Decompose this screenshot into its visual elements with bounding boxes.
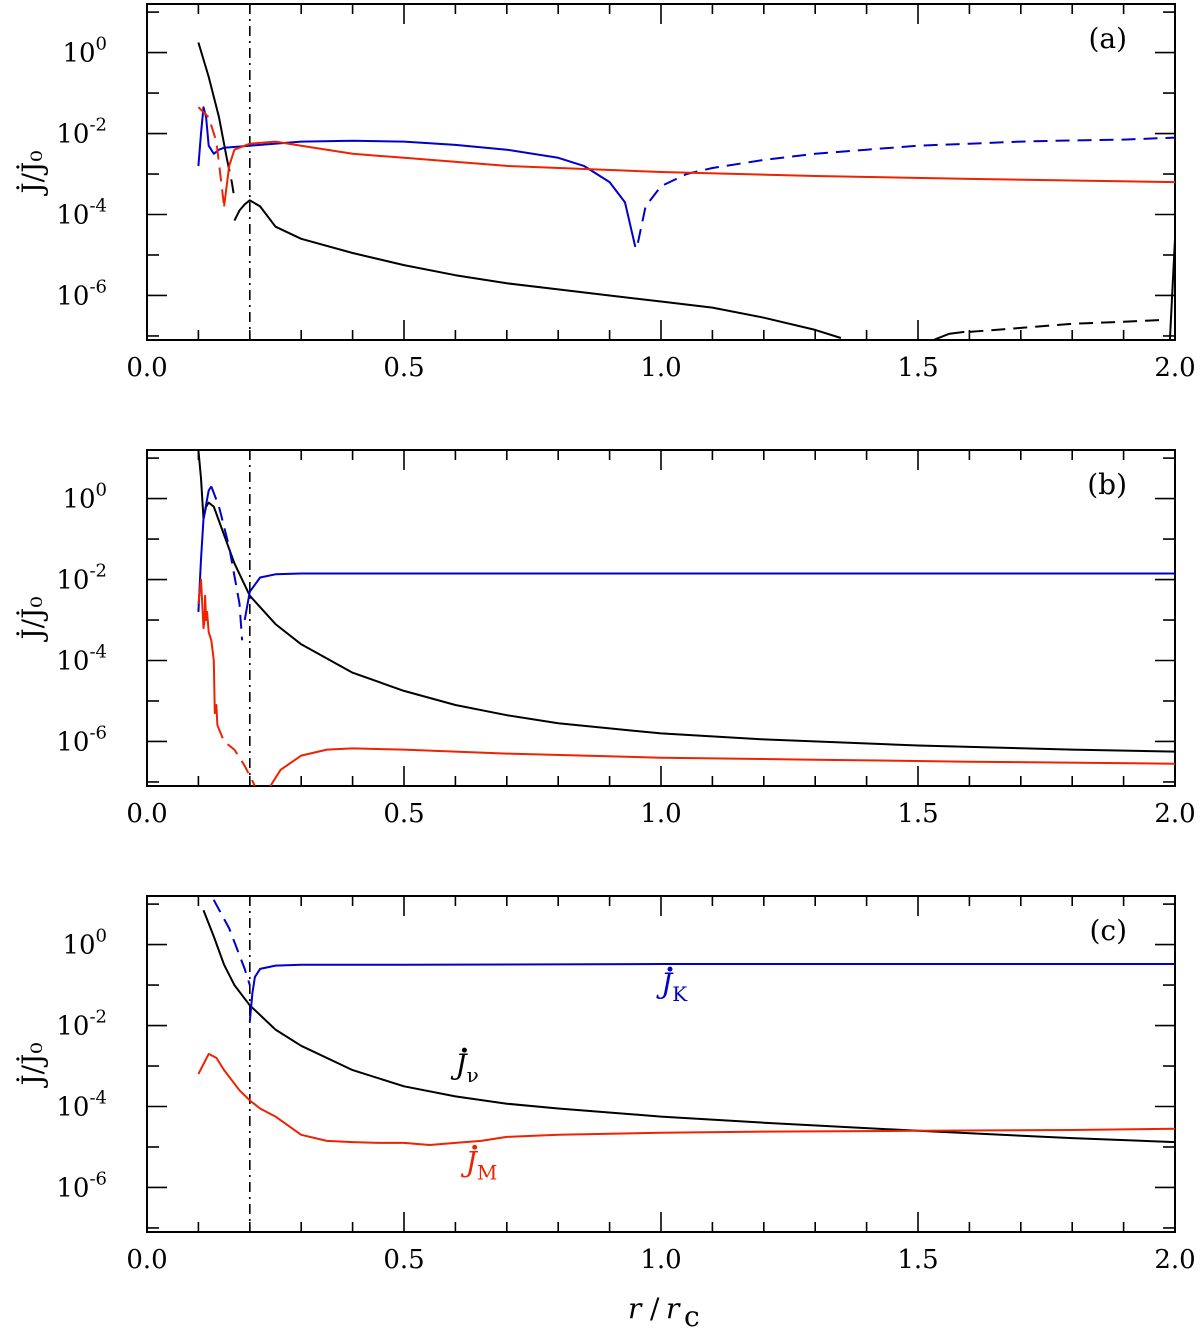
series-J_M-solid <box>269 747 1175 786</box>
series-J_M-solid <box>197 1052 1175 1146</box>
y-tick-label: 10-6 <box>56 1168 107 1203</box>
annotation-dot <box>667 966 673 972</box>
y-tick-label: 10-2 <box>56 115 107 150</box>
x-axis-title: r / r c <box>628 1292 700 1333</box>
panel-3: 0.0 0.5 1.0 1.5 2.0 100 10-2 10-4 10-6 J̇/J̇₀ (c) J… <box>16 895 1196 1275</box>
x-tick-label: 0.5 <box>383 353 424 383</box>
panels: 0.0 0.5 1.0 1.5 2.010010-210-410-6J̇/J̇₀(a)0… <box>16 3 1196 1275</box>
x-tick-label: 1.0 <box>640 353 681 383</box>
series-J_M-dashed <box>197 106 226 207</box>
y-tick-label: 10-6 <box>56 276 107 311</box>
series-J_M-solid <box>197 578 219 726</box>
x-tick-label: 2.0 <box>1154 1245 1195 1275</box>
x-tick-label: 1.5 <box>897 799 938 829</box>
y-tick-label: 10-4 <box>56 1088 107 1123</box>
annotation-J_K: JK <box>656 967 688 1006</box>
series-J_K-solid <box>197 485 213 612</box>
series-J_nu-solid <box>933 330 965 340</box>
x-tick-label: 1.5 <box>897 353 938 383</box>
plot-frame <box>146 895 1176 1233</box>
panel-2: 0.0 0.5 1.0 1.5 2.0 100 10-2 10-4 10-6 J̇/J̇₀ (b) <box>16 449 1196 829</box>
plot-frame <box>146 449 1176 787</box>
x-tick-label: 0.0 <box>126 799 167 829</box>
annotation-J_M: JM <box>461 1145 498 1184</box>
series-J_K-solid <box>248 963 1175 1022</box>
series-J_K-dashed <box>208 896 251 986</box>
x-tick-label: 1.0 <box>640 1245 681 1275</box>
series-J_K-solid <box>197 106 637 248</box>
y-axis-title: J̇/J̇₀ <box>16 596 49 642</box>
x-tick-label: 0.5 <box>383 1245 424 1275</box>
series-J_nu-solid <box>233 199 842 339</box>
x-tick-label: 0.5 <box>383 799 424 829</box>
panel-label: (c) <box>1089 914 1127 947</box>
x-axis-title-r: r <box>628 1292 643 1325</box>
y-tick-label: 10-2 <box>56 1007 107 1042</box>
y-tick-label: 100 <box>62 34 107 69</box>
x-axis-title-rc-sub: c <box>684 1300 700 1333</box>
x-tick-label: 2.0 <box>1154 799 1195 829</box>
y-axis-title: J̇/J̇₀ <box>16 150 49 196</box>
panel-1: 0.0 0.5 1.0 1.5 2.0 100 10-2 10-4 10-6 J̇/J̇₀ (a) <box>16 3 1196 383</box>
series-J_nu-solid <box>202 909 1175 1144</box>
y-tick-label: 10-4 <box>56 642 107 677</box>
series-group <box>197 42 1175 340</box>
y-tick-label: 100 <box>62 480 107 515</box>
y-axis-title: J̇/J̇₀ <box>16 1042 49 1088</box>
series-J_M-dashed <box>216 724 256 786</box>
annotation-dot <box>461 1047 467 1053</box>
y-tick-label: 10-6 <box>56 722 107 757</box>
series-J_nu-solid <box>197 42 228 158</box>
series-J_K-dashed <box>636 136 1175 244</box>
y-tick-label: 10-4 <box>56 196 107 231</box>
series-J_K-solid <box>243 572 1175 621</box>
y-tick-label: 100 <box>62 926 107 961</box>
series-group <box>197 450 1175 786</box>
x-tick-label: 2.0 <box>1154 353 1195 383</box>
series-J_nu-dashed <box>969 318 1165 333</box>
annotation-J_nu: Jν <box>450 1048 478 1087</box>
x-tick-label: 1.0 <box>640 799 681 829</box>
series-J_K-dashed <box>210 486 244 641</box>
series-group <box>197 896 1175 1146</box>
panel-label: (a) <box>1088 22 1127 55</box>
x-tick-label: 0.0 <box>126 1245 167 1275</box>
series-J_nu-solid <box>197 450 1175 753</box>
panel-label: (b) <box>1087 468 1127 501</box>
x-tick-label: 0.0 <box>126 353 167 383</box>
series-J_M-solid <box>223 140 1175 207</box>
x-axis-title-rc: r <box>666 1292 681 1325</box>
y-tick-label: 10-2 <box>56 561 107 596</box>
series-J_nu-solid <box>1168 238 1175 340</box>
annotation-dot <box>472 1144 478 1150</box>
x-axis-title-slash: / <box>650 1292 660 1325</box>
x-tick-label: 1.5 <box>897 1245 938 1275</box>
